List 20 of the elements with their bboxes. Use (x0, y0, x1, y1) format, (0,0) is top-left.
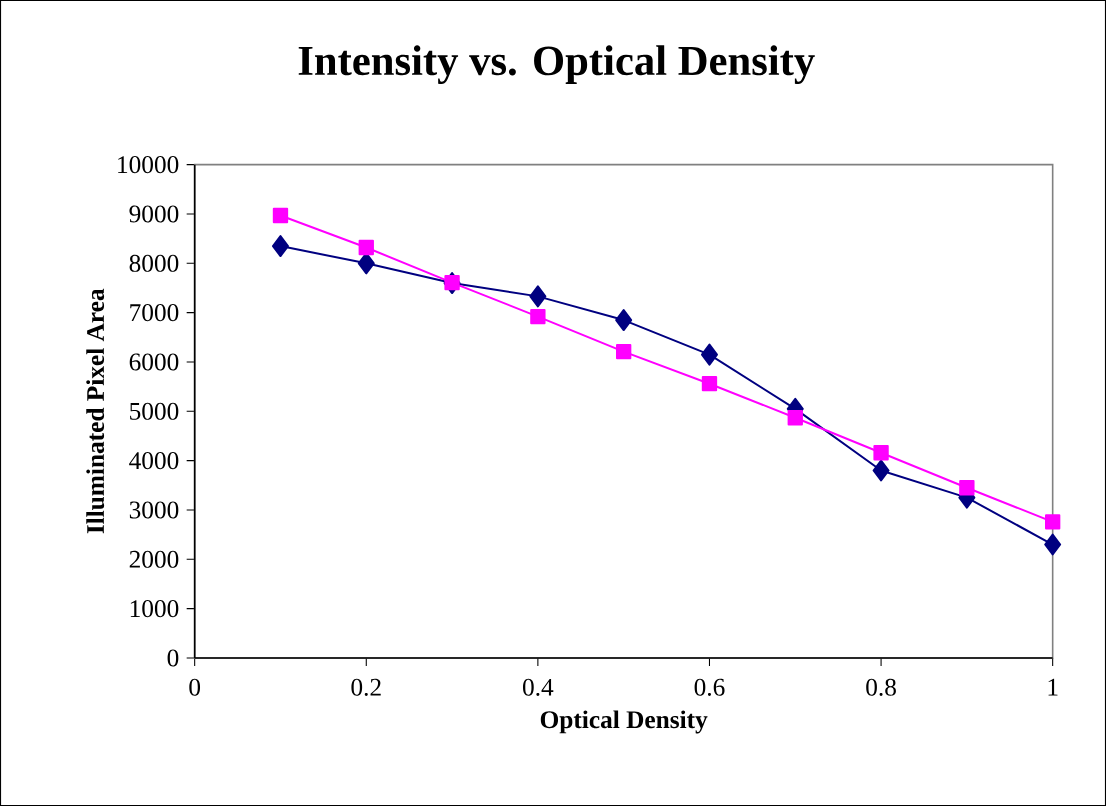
y-tick-label: 7000 (130, 304, 179, 322)
y-axis-title: Illuminated Pixel Area (86, 288, 105, 534)
y-tick-label: 6000 (129, 353, 179, 371)
x-tick-label: 0 (189, 678, 201, 696)
y-tick-label: 3000 (129, 501, 179, 519)
x-tick-label: 1 (1048, 678, 1058, 696)
y-tick-label: 10000 (118, 156, 179, 174)
y-tick-label: 1000 (130, 600, 179, 618)
chart-title: Intensity vs. Optical Density (298, 45, 815, 85)
x-tick-label: 0.4 (523, 678, 554, 696)
x-tick-label: 0.6 (694, 678, 725, 696)
y-tick-label: 4000 (129, 452, 179, 470)
x-axis-title: Optical Density (540, 710, 708, 734)
x-tick-label: 0.2 (351, 678, 381, 696)
y-tick-label: 8000 (129, 254, 179, 272)
y-tick-label: 9000 (129, 205, 179, 223)
y-tick-label: 2000 (129, 550, 179, 568)
y-tick-label: 0 (167, 649, 179, 667)
x-tick-label: 0.8 (866, 678, 896, 696)
y-tick-label: 5000 (130, 402, 179, 420)
